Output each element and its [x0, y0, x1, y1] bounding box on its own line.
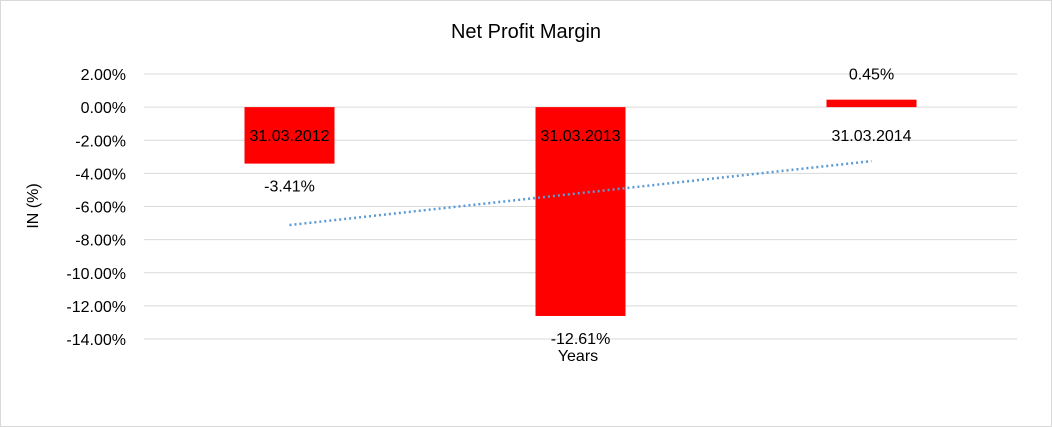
y-tick-label: 0.00% [81, 100, 126, 117]
bars [244, 99, 917, 316]
bar [535, 107, 626, 316]
y-tick-label: -6.00% [75, 200, 126, 217]
category-label: 31.03.2012 [249, 128, 329, 145]
data-labels: -3.41% -12.61% 0.45% [264, 67, 894, 348]
y-tick-label: -12.00% [66, 299, 126, 316]
bar [826, 99, 917, 108]
y-tick-label: 2.00% [81, 67, 126, 84]
data-label: -3.41% [264, 179, 315, 196]
category-label: 31.03.2013 [540, 128, 620, 145]
y-axis-label: IN (%) [25, 183, 42, 228]
data-label: 0.45% [849, 67, 894, 84]
y-tick-label: -10.00% [66, 266, 126, 283]
y-axis-ticks: 2.00% 0.00% -2.00% -4.00% -6.00% -8.00% -10.00… [66, 67, 126, 349]
data-label: -12.61% [551, 331, 611, 348]
category-labels: 31.03.2012 31.03.2013 31.03.2014 [249, 128, 911, 145]
category-label: 31.03.2014 [831, 128, 911, 145]
x-axis-label: Years [558, 348, 598, 365]
y-tick-label: -8.00% [75, 233, 126, 250]
y-tick-label: -4.00% [75, 166, 126, 183]
y-tick-label: -2.00% [75, 133, 126, 150]
bar [244, 107, 335, 164]
y-tick-label: -14.00% [66, 332, 126, 349]
chart-title: Net Profit Margin [451, 21, 601, 43]
